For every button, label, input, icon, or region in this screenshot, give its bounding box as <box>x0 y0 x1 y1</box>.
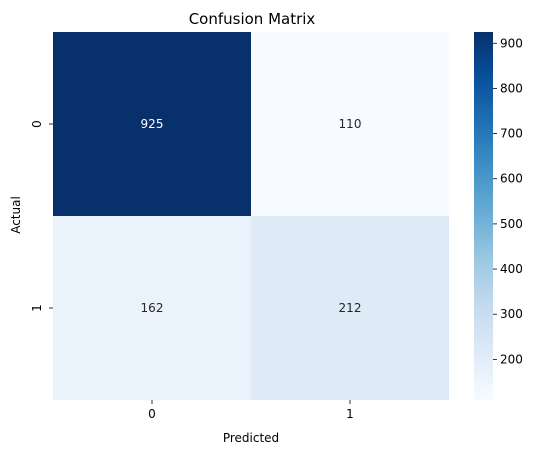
y-tick-label-0: 0 <box>30 120 44 128</box>
colorbar-tick-label-4: 600 <box>500 172 523 186</box>
colorbar-tick-label-5: 700 <box>500 127 523 141</box>
y-axis-label: Actual <box>9 196 23 234</box>
colorbar-tick-label-1: 300 <box>500 307 523 321</box>
colorbar-tick-label-3: 500 <box>500 217 523 231</box>
chart-title: Confusion Matrix <box>189 10 316 28</box>
x-tick-label-1: 1 <box>346 407 354 421</box>
heatmap-cell-0-0 <box>53 32 251 216</box>
x-axis-label: Predicted <box>223 431 279 445</box>
heatmap-cell-1-1 <box>251 216 449 400</box>
y-tick-label-1: 1 <box>30 304 44 312</box>
cell-annotation-1-0: 162 <box>141 301 164 315</box>
colorbar-tick-label-0: 200 <box>500 352 523 366</box>
x-tick-label-0: 0 <box>148 407 156 421</box>
colorbar-tick-label-2: 400 <box>500 262 523 276</box>
cell-annotation-0-1: 110 <box>339 117 362 131</box>
heatmap-cell-0-1 <box>251 32 449 216</box>
colorbar-tick-label-7: 900 <box>500 36 523 50</box>
y-axis-ticks: 01 <box>30 120 53 312</box>
cell-annotations: 925 110 162 212 <box>141 117 362 315</box>
cell-annotation-0-0: 925 <box>141 117 164 131</box>
colorbar-gradient <box>474 32 493 400</box>
colorbar-ticks: 200 300 400 500 600 700 800 900 <box>493 36 523 366</box>
heatmap-cells <box>53 32 449 400</box>
cell-annotation-1-1: 212 <box>339 301 362 315</box>
colorbar: 200 300 400 500 600 700 800 900 <box>474 32 523 400</box>
colorbar-tick-label-6: 800 <box>500 81 523 95</box>
heatmap-cell-1-0 <box>53 216 251 400</box>
